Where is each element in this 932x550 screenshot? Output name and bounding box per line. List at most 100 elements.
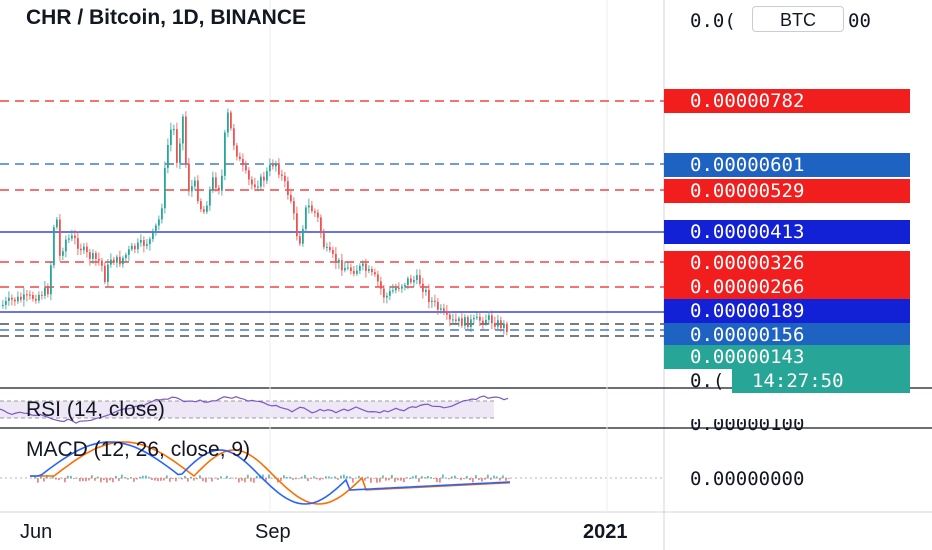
candle-body [245,165,247,171]
candle-body [182,116,184,144]
candle-body [158,219,160,226]
macd-histogram-bar [454,475,456,479]
candle-body [449,314,451,320]
candle-body [494,323,496,327]
candle-body [266,171,268,181]
rsi-label[interactable]: RSI (14, close) [26,398,165,421]
candle-body [146,244,148,246]
candle-body [452,319,454,321]
price-label-bottom-partial: 0.( [690,370,725,392]
macd-histogram-bar [430,477,432,479]
candle-body [209,189,211,206]
candle-body [77,238,79,249]
candle-body [341,260,343,271]
candle-body [344,268,346,271]
macd-histogram-bar [424,477,426,479]
candle-body [65,239,67,252]
macd-histogram-bar [379,478,381,483]
macd-histogram-bar [355,477,357,479]
candle-body [257,186,259,188]
macd-histogram-bar [295,478,297,480]
macd-histogram-bar [34,475,36,479]
candle-body [401,286,403,289]
macd-histogram-bar [268,474,270,479]
candle-body [176,129,178,163]
macd-histogram-bar [148,476,150,479]
candle-body [53,227,55,266]
macd-histogram-bar [298,478,300,479]
macd-histogram-bar [481,478,483,482]
candle-body [140,240,142,243]
macd-histogram-bar [100,478,102,483]
macd-histogram-bar [256,475,258,479]
candle-body [197,180,199,202]
candle-body [392,290,394,292]
macd-histogram-bar [235,478,237,479]
candle-body [497,320,499,327]
macd-histogram-bar [508,478,510,479]
candle-body [74,235,76,239]
macd-histogram-bar [433,478,435,480]
macd-histogram-bar [43,478,45,482]
candle-body [125,254,127,258]
candle-body [317,212,319,218]
macd-histogram-bar [208,477,210,479]
candle-body [17,296,19,302]
candle-body [440,308,442,310]
macd-histogram-bar [70,475,72,479]
macd-histogram-bar [178,477,180,479]
candle-body [98,258,100,261]
candle-body [167,144,169,168]
candle-body [350,267,352,272]
candle-body [338,260,340,263]
candle-body [395,287,397,291]
macd-histogram-bar [340,475,342,479]
candle-body [86,246,88,253]
candle-body [194,180,196,187]
macd-histogram-bar [358,475,360,479]
candle-body [218,187,220,191]
macd-histogram-bar [52,475,54,479]
macd-histogram-bar [127,478,129,480]
macd-histogram-bar [172,478,174,479]
macd-histogram-bar [460,478,462,481]
macd-histogram-bar [247,474,249,479]
candle-body [380,281,382,289]
candle-body [56,219,58,228]
macd-histogram-bar [262,474,264,479]
candle-body [122,257,124,265]
x-label-jun: Jun [20,521,53,543]
macd-histogram-bar [346,476,348,479]
macd-histogram-bar [37,478,39,483]
candle-body [128,249,130,255]
macd-histogram-bar [283,475,285,479]
macd-histogram-bar [292,478,294,480]
macd-label[interactable]: MACD (12, 26, close, 9) [26,438,251,461]
macd-histogram-bar [244,478,246,483]
candle-body [320,217,322,234]
candle-body [299,236,301,244]
candle-body [419,275,421,284]
macd-histogram-bar [343,474,345,479]
candle-body [233,128,235,146]
macd-histogram-bar [337,478,339,480]
candle-body [2,304,4,306]
macd-histogram-bar [73,478,75,479]
macd-histogram-bar [49,477,51,479]
macd-histogram-bar [97,476,99,479]
macd-histogram-bar [391,474,393,479]
macd-histogram-bar [64,478,66,483]
macd-histogram-bar [91,475,93,479]
candle-body [437,301,439,310]
macd-histogram-bar [109,478,111,481]
macd-histogram-bar [499,478,501,481]
macd-histogram-bar [478,478,480,480]
candle-body [326,247,328,249]
candle-body [461,318,463,326]
candle-body [431,300,433,303]
candle-body [254,184,256,188]
candle-body [428,289,430,303]
currency-badge[interactable]: BTC [752,6,844,32]
price-tag-189: 0.00000189 [664,299,910,323]
